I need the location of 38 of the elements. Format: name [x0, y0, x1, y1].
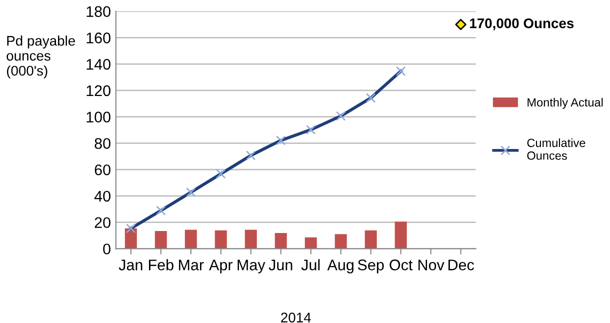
x-axis-title: 2014	[281, 312, 311, 322]
legend-label: Cumulative Ounces	[527, 138, 586, 160]
x-tick-label: Dec	[448, 260, 474, 270]
y-tick-label: 180	[86, 6, 110, 17]
y-tick-label: 160	[86, 32, 110, 44]
y-tick-label: 80	[94, 138, 110, 149]
bar	[304, 237, 317, 249]
bar	[184, 230, 197, 249]
x-tick-label: Jun	[268, 260, 292, 270]
bar	[334, 234, 347, 249]
y-tick-label: 140	[86, 58, 110, 70]
y-tick-label: 100	[86, 112, 110, 123]
point	[455, 18, 466, 30]
bar	[214, 230, 227, 249]
x-tick-label: Sep	[358, 260, 384, 274]
x-tick-label: Oct	[390, 260, 413, 270]
bar	[364, 230, 377, 249]
y-tick-label: 60	[94, 164, 110, 176]
x-tick-label: Mar	[178, 260, 204, 270]
annotation: 170,000 Ounces	[470, 18, 574, 30]
x-tick-label: May	[238, 260, 266, 274]
bar	[244, 230, 257, 249]
y-axis-title: Pd payable ounces (000's)	[6, 36, 75, 78]
x-tick-label: Feb	[148, 259, 174, 270]
bar	[394, 222, 407, 249]
x-tick-label: Aug	[327, 260, 354, 274]
x-tick-label: Jan	[118, 260, 142, 270]
x-tick-label: Apr	[209, 260, 233, 274]
y-tick-label: 40	[94, 190, 110, 202]
y-tick-label: 120	[86, 85, 110, 96]
x-tick-label: Nov	[418, 260, 444, 270]
bar	[124, 228, 137, 249]
bar	[274, 233, 287, 249]
legend-label: Monthly Actual	[528, 98, 603, 109]
bar	[154, 231, 167, 249]
y-tick-label: 0	[103, 244, 110, 254]
y-tick-label: 20	[94, 217, 110, 228]
x-tick-label: Jul	[301, 259, 320, 270]
